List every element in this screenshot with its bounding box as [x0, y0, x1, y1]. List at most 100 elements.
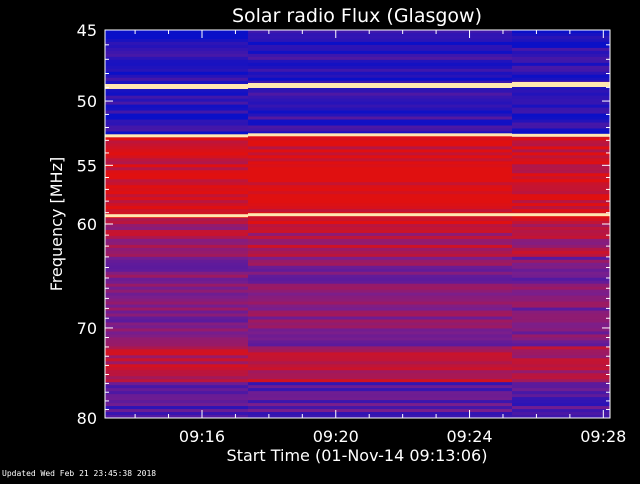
spectrogram-cell: [512, 155, 610, 159]
spectrogram-cell: [512, 259, 610, 264]
spectrogram-cell: [105, 361, 248, 365]
spectrogram-cell: [105, 253, 248, 258]
spectrogram-cell: [512, 110, 610, 114]
spectrogram-cell: [105, 259, 248, 264]
spectrogram-cell: [248, 146, 512, 150]
spectrogram-cell: [512, 218, 610, 222]
spectrogram-cell: [248, 271, 512, 276]
spectrogram-cell: [512, 44, 610, 49]
spectrogram-cell: [512, 38, 610, 43]
spectrogram-cell: [105, 331, 248, 335]
emission-line: [105, 214, 248, 218]
spectrogram-cell: [512, 295, 610, 300]
spectrogram-cell: [248, 373, 512, 377]
spectrogram-cell: [248, 307, 512, 311]
spectrogram-cell: [105, 268, 248, 273]
spectrogram-cell: [105, 80, 248, 85]
spectrogram-cell: [248, 334, 512, 338]
spectrogram-cell: [512, 280, 610, 285]
spectrogram-cell: [248, 167, 512, 171]
spectrogram-cell: [105, 322, 248, 326]
emission-line: [512, 82, 610, 87]
spectrogram-cell: [105, 394, 248, 398]
spectrogram-cell: [512, 224, 610, 228]
spectrogram-cell: [105, 412, 248, 416]
spectrogram-cell: [512, 253, 610, 258]
spectrogram-cell: [248, 131, 512, 135]
spectrogram-cell: [248, 400, 512, 404]
spectrogram-cell: [105, 137, 248, 141]
spectrogram-cell: [105, 68, 248, 73]
spectrogram-cell: [248, 367, 512, 371]
spectrogram-cell: [512, 53, 610, 58]
spectrogram-cell: [512, 92, 610, 97]
spectrogram-cell: [105, 209, 248, 213]
spectrogram-cell: [105, 280, 248, 285]
spectrogram-cell: [512, 265, 610, 270]
spectrogram-cell: [512, 292, 610, 297]
spectrogram-cell: [248, 158, 512, 162]
spectrogram-cell: [105, 50, 248, 55]
spectrogram-cell: [248, 274, 512, 279]
spectrogram-cell: [105, 385, 248, 389]
spectrogram-cell: [512, 406, 610, 410]
spectrogram-cell: [512, 346, 610, 350]
spectrogram-cell: [248, 140, 512, 144]
spectrogram-cell: [248, 340, 512, 344]
spectrogram-cell: [105, 161, 248, 165]
spectrogram-cell: [512, 158, 610, 162]
spectrogram-cell: [105, 244, 248, 249]
spectrogram-cell: [512, 185, 610, 189]
spectrogram-cell: [512, 221, 610, 225]
spectrogram-cell: [512, 62, 610, 67]
spectrogram-cell: [105, 358, 248, 362]
spectrogram-cell: [512, 149, 610, 153]
spectrogram-cell: [512, 361, 610, 365]
spectrogram-cell: [512, 232, 610, 237]
spectrogram-cell: [105, 30, 248, 34]
spectrogram-cell: [105, 212, 248, 216]
spectrogram-cell: [248, 382, 512, 386]
spectrogram-cell: [248, 403, 512, 407]
spectrogram-cell: [248, 346, 512, 350]
spectrogram-cell: [512, 152, 610, 156]
spectrogram-cell: [248, 226, 512, 231]
spectrogram-cell: [248, 322, 512, 326]
spectrogram-cell: [105, 406, 248, 410]
spectrogram-cell: [248, 65, 512, 70]
spectrogram-cell: [512, 379, 610, 383]
spectrogram-cell: [105, 59, 248, 64]
emission-line: [105, 84, 248, 89]
spectrogram-cell: [248, 80, 512, 85]
spectrogram-cell: [512, 143, 610, 147]
spectrogram-cell: [248, 185, 512, 189]
spectrogram-cell: [105, 349, 248, 353]
spectrogram-cell: [512, 101, 610, 106]
spectrogram-cell: [105, 197, 248, 201]
spectrogram-cell: [512, 104, 610, 108]
spectrogram-cell: [248, 95, 512, 100]
spectrogram-cell: [512, 319, 610, 323]
spectrogram-cell: [248, 170, 512, 174]
spectrogram-cell: [105, 373, 248, 377]
spectrogram-cell: [248, 286, 512, 291]
spectrogram-cell: [512, 409, 610, 413]
spectrogram-cell: [105, 131, 248, 135]
spectrogram-cell: [512, 229, 610, 234]
spectrogram-cell: [248, 253, 512, 258]
spectrogram-cell: [248, 44, 512, 49]
spectrogram-cell: [248, 209, 512, 213]
spectrogram-cell: [248, 295, 512, 300]
spectrogram-cell: [512, 188, 610, 192]
spectrogram-cell: [248, 337, 512, 341]
spectrogram-cell: [512, 316, 610, 320]
spectrogram-cell: [248, 215, 512, 219]
spectrogram-cell: [105, 53, 248, 58]
spectrogram-cell: [512, 355, 610, 359]
spectrogram-cell: [248, 406, 512, 410]
spectrogram-cell: [512, 328, 610, 332]
spectrogram-cell: [512, 59, 610, 64]
x-tick-label: 09:24: [446, 427, 492, 446]
